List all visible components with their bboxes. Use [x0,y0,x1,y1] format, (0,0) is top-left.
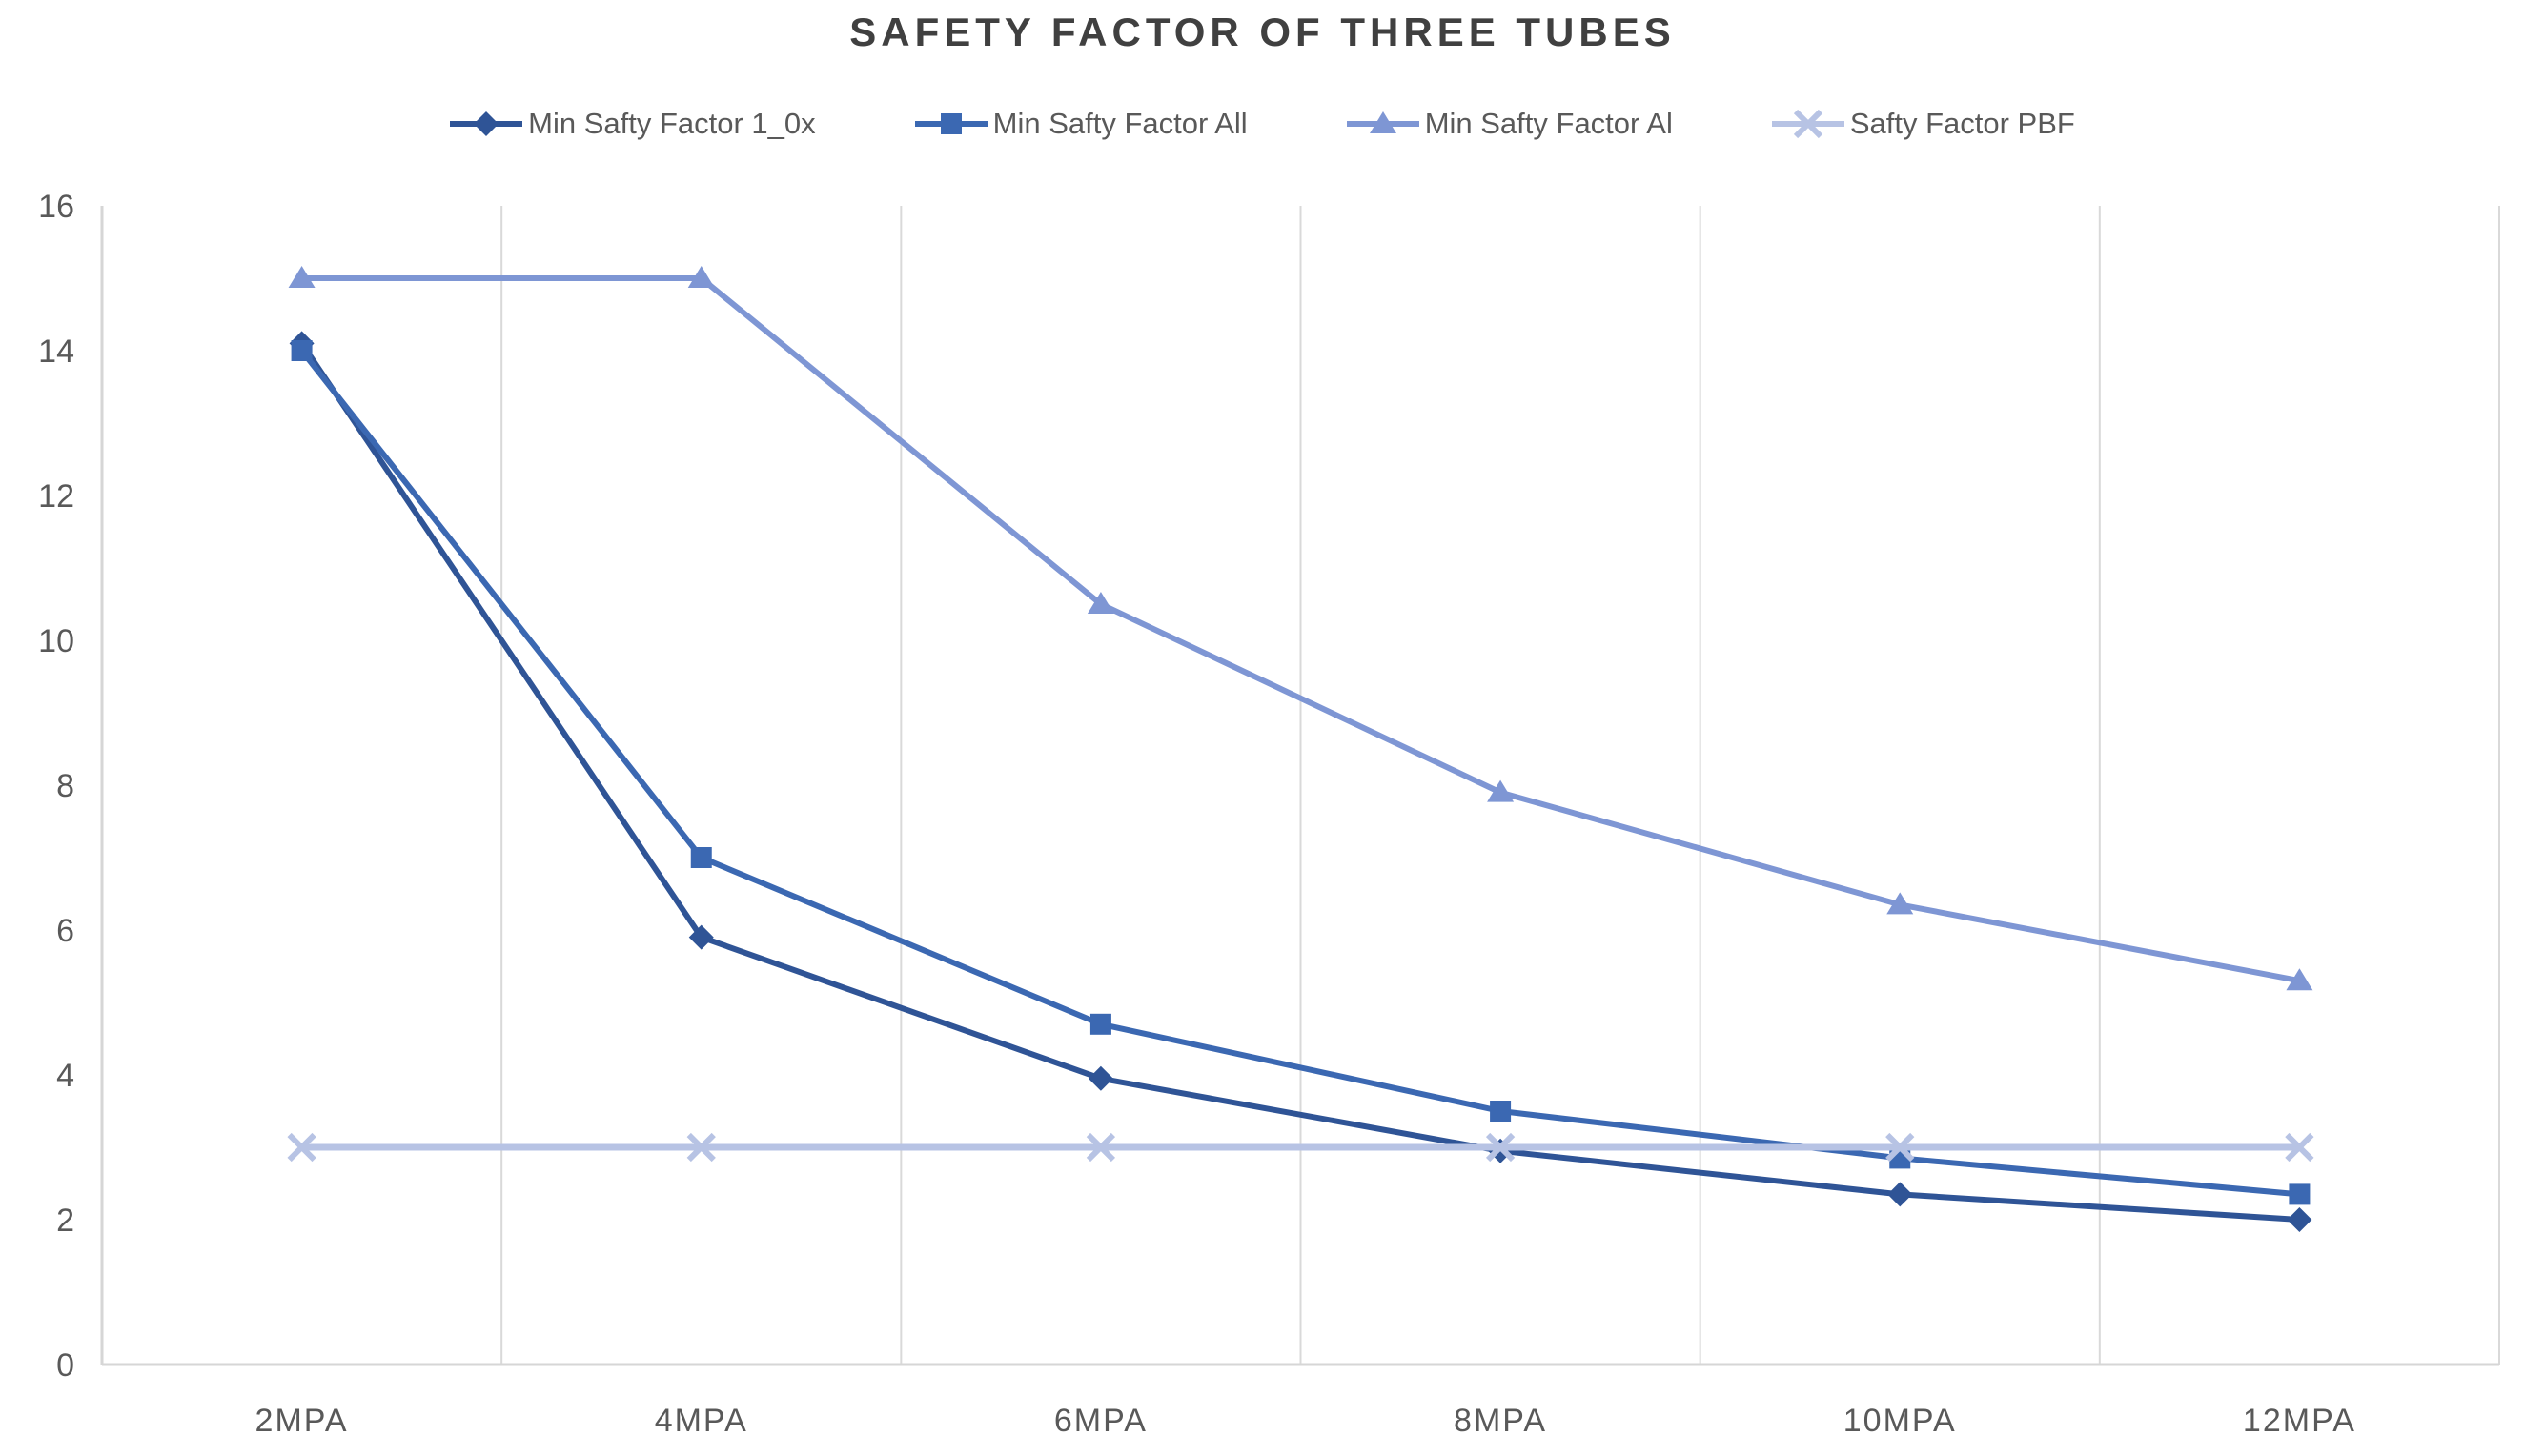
y-tick-label: 16 [38,189,74,225]
series-min-safty-factor-all [291,340,2311,1205]
legend-item-min-safty-factor-1-0x: Min Safty Factor 1_0x [450,107,816,141]
diamond-marker-icon [474,111,499,136]
y-tick-label: 2 [56,1203,74,1239]
triangle-marker-icon [1487,779,1515,802]
series-min-safty-factor-al [288,266,2313,991]
triangle-marker-icon [1087,592,1114,614]
square-marker-icon [690,847,712,868]
legend-item-safty-factor-pbf: Safty Factor PBF [1771,107,2075,141]
y-tick-label: 0 [56,1347,74,1384]
square-marker-icon [291,340,313,361]
y-axis-labels: 0 2 4 6 8 10 12 14 16 [38,189,74,1384]
series-line [301,275,2300,984]
legend-item-min-safty-factor-all: Min Safty Factor All [914,107,1248,141]
legend-label: Safty Factor PBF [1849,107,2075,140]
series-line [299,349,2300,1198]
diamond-marker-icon [1887,1182,1913,1207]
x-marker-icon [1885,1132,1915,1163]
diamond-marker-icon [688,924,714,950]
legend-item-min-safty-factor-al: Min Safty Factor Al [1346,107,1673,141]
x-axis-labels: 2MPA 4MPA 6MPA 8MPA 10MPA 12MPA [255,1403,2356,1439]
x-legend-marker-icon [1771,109,1844,139]
legend-label: Min Safty Factor 1_0x [528,107,816,140]
x-marker-icon [2285,1132,2314,1163]
x-tick-label: 2MPA [255,1403,349,1439]
x-marker-icon [686,1132,716,1163]
diamond-legend-marker-icon [450,111,523,136]
diamond-marker-icon [2287,1207,2312,1232]
chart-legend: Min Safty Factor 1_0x Min Safty Factor Al… [0,107,2525,141]
y-tick-label: 8 [56,768,74,804]
legend-label: Min Safty Factor Al [1424,107,1673,140]
x-tick-label: 8MPA [1454,1403,1547,1439]
square-marker-icon [1490,1101,1512,1122]
x-marker-icon [287,1132,316,1163]
y-tick-label: 6 [56,913,74,949]
legend-label: Min Safty Factor All [992,107,1248,140]
triangle-marker-icon [1369,111,1396,133]
x-tick-label: 4MPA [655,1403,748,1439]
x-marker-icon [1793,109,1822,139]
y-tick-label: 10 [38,623,74,659]
y-tick-label: 14 [38,334,74,370]
x-marker-icon [1086,1132,1116,1163]
x-marker-icon [1485,1132,1516,1163]
square-marker-icon [1089,1013,1111,1035]
square-legend-marker-icon [914,113,988,134]
y-tick-label: 4 [56,1058,74,1094]
y-tick-label: 12 [38,478,74,515]
series-safty-factor-pbf [287,1132,2314,1163]
triangle-marker-icon [1886,892,1914,915]
square-marker-icon [940,113,962,134]
triangle-marker-icon [687,266,715,288]
x-tick-label: 6MPA [1054,1403,1148,1439]
triangle-marker-icon [288,266,316,288]
triangle-marker-icon [2286,968,2313,991]
chart-title: SAFETY FACTOR OF THREE TUBES [849,10,1676,54]
diamond-marker-icon [1088,1065,1113,1091]
x-tick-label: 12MPA [2243,1403,2356,1439]
triangle-legend-marker-icon [1346,111,1419,133]
axes [100,206,2499,1366]
square-marker-icon [2289,1183,2311,1205]
gridlines [500,206,2500,1365]
series-line [299,341,2300,1223]
x-tick-label: 10MPA [1843,1403,1957,1439]
